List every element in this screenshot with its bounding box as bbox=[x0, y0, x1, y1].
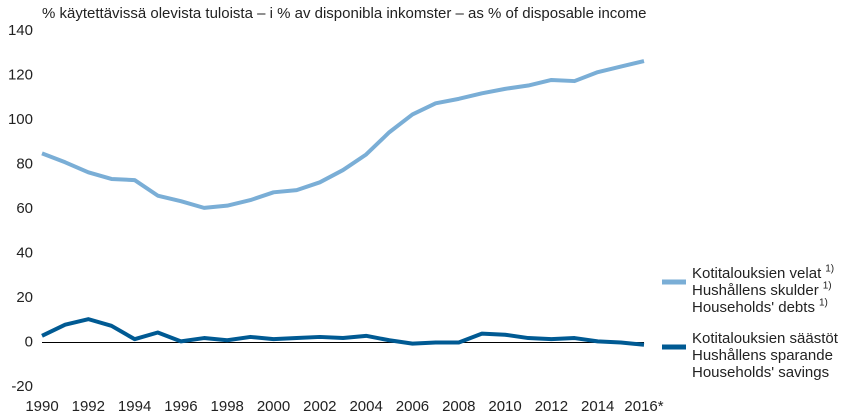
x-tick-label: 2016* bbox=[624, 398, 663, 415]
x-tick-label: 2008 bbox=[442, 398, 475, 415]
y-tick-label: 40 bbox=[16, 244, 33, 261]
legend-label: Households' savings bbox=[692, 364, 829, 381]
legend-note: 1) bbox=[823, 281, 832, 292]
y-tick-label: 120 bbox=[8, 66, 33, 83]
legend-label: Households' debts bbox=[692, 299, 815, 316]
legend-note: 1) bbox=[819, 298, 828, 309]
x-tick-label: 1994 bbox=[118, 398, 151, 415]
y-tick-label: 100 bbox=[8, 111, 33, 128]
series-line bbox=[41, 317, 645, 347]
legend-label: Hushållens sparande bbox=[692, 347, 833, 364]
legend-note: 1) bbox=[825, 264, 834, 275]
x-tick-label: 1990 bbox=[25, 398, 58, 415]
legend-label: Hushållens skulder bbox=[692, 282, 819, 299]
x-tick-label: 2014 bbox=[581, 398, 614, 415]
x-tick-label: 2006 bbox=[396, 398, 429, 415]
x-tick-label: 2012 bbox=[535, 398, 568, 415]
legend-label: Kotitalouksien säästöt bbox=[692, 330, 839, 347]
x-tick-label: 2000 bbox=[257, 398, 290, 415]
chart-title: % käytettävissä olevista tuloista – i % … bbox=[42, 5, 646, 22]
y-tick-label: -20 bbox=[11, 378, 33, 395]
y-tick-label: 20 bbox=[16, 289, 33, 306]
x-tick-label: 2010 bbox=[488, 398, 521, 415]
series-line bbox=[41, 59, 645, 210]
x-tick-label: 1996 bbox=[164, 398, 197, 415]
y-tick-label: 140 bbox=[8, 22, 33, 39]
x-tick-label: 2004 bbox=[349, 398, 382, 415]
y-tick-label: 80 bbox=[16, 155, 33, 172]
legend-label: Kotitalouksien velat bbox=[692, 265, 822, 282]
y-tick-label: 60 bbox=[16, 200, 33, 217]
x-tick-label: 1992 bbox=[72, 398, 105, 415]
x-tick-label: 2002 bbox=[303, 398, 336, 415]
y-tick-label: 0 bbox=[25, 333, 33, 350]
x-tick-label: 1998 bbox=[211, 398, 244, 415]
